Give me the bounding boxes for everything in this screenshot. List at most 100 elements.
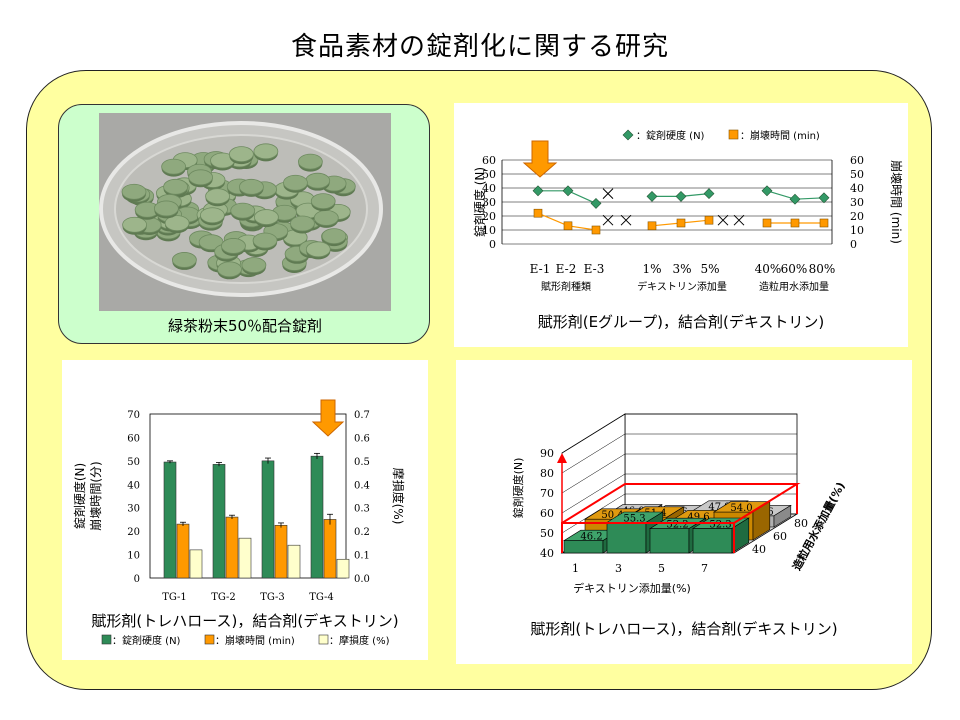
hardness-point — [562, 185, 574, 197]
tablet — [221, 238, 246, 256]
highlight-arrow — [522, 140, 558, 178]
tablet — [188, 169, 214, 188]
legend-friability-label: ：摩損度 (%) — [329, 634, 390, 647]
tablet-face — [313, 209, 339, 226]
gridline — [561, 453, 797, 494]
x-tick-label: 3 — [615, 562, 622, 575]
tablet — [254, 209, 279, 228]
y-axis-label: 錠剤硬度(N) — [511, 458, 525, 519]
tablet-face — [161, 158, 187, 175]
tablet — [241, 257, 267, 276]
legend-disintegration-label: ：崩壊時間 (min) — [740, 129, 820, 142]
x-tick-label: 1 — [572, 562, 579, 575]
tablet-face — [188, 169, 214, 186]
tablet — [210, 152, 235, 171]
back-wall — [624, 413, 798, 515]
x-axis-label: デキストリン添加量(%) — [573, 581, 691, 595]
tablet — [153, 200, 179, 219]
tablet — [122, 216, 147, 235]
tablet-face — [252, 232, 278, 249]
y-tick-label: 30 — [482, 196, 496, 209]
tablet-face — [239, 178, 264, 195]
x-tick-label: TG-4 — [309, 592, 334, 603]
tablet — [253, 143, 279, 162]
x-marker — [733, 214, 745, 226]
bar-front — [692, 528, 733, 554]
tablet-face — [217, 261, 242, 278]
y-tick-label: 10 — [127, 551, 140, 562]
y-tick-label: 40 — [540, 547, 554, 560]
tablet-face — [221, 238, 246, 254]
group-label: 造粒用水添加量 — [759, 280, 829, 293]
tablet — [282, 229, 308, 248]
y-tick-label: 70 — [540, 487, 554, 500]
data-label: 46.2 — [580, 532, 602, 543]
bar — [274, 524, 288, 579]
tablet — [321, 228, 347, 247]
legend-hardness-label: ：錠剤硬度 (N) — [112, 634, 181, 647]
disintegration-point — [790, 218, 800, 228]
x-marker — [620, 214, 632, 226]
bar — [336, 558, 350, 579]
y-tick-label: 60 — [482, 154, 496, 167]
tablet-face — [228, 146, 254, 163]
tablet-face — [254, 209, 279, 225]
legend-hardness-label: ：錠剤硬度 (N) — [636, 129, 705, 142]
hardness-point — [590, 197, 602, 209]
bar — [323, 519, 337, 579]
chart3-caption: 賦形剤(トレハロース)，結合剤(デキストリン) — [530, 620, 838, 638]
chart2-caption: 賦形剤(トレハロース)，結合剤(デキストリン) — [91, 612, 399, 630]
tablet — [163, 178, 188, 197]
y2-axis-label: 摩損度(%) — [391, 468, 406, 525]
hardness-point — [675, 190, 687, 202]
tablet — [283, 174, 308, 193]
tablet-photo-image — [99, 113, 391, 311]
y-tick-label: 50 — [482, 168, 496, 181]
y2-tick-label: 20 — [850, 210, 864, 223]
tablet-face — [253, 143, 279, 160]
tablet — [161, 158, 187, 177]
y2-tick-label: 0.5 — [354, 457, 370, 468]
hardness-point — [532, 185, 544, 197]
tablet — [305, 241, 331, 260]
x-tick-label: E-1 — [530, 262, 551, 276]
chart1-caption: 賦形剤(Eグループ)，結合剤(デキストリン) — [537, 313, 825, 331]
gridline — [561, 413, 797, 454]
tablet — [134, 201, 160, 220]
x-tick-label: 7 — [701, 562, 708, 575]
tablet — [164, 215, 190, 234]
chart3-panel: 40506070809046.045.647.945.650.451.449.6… — [456, 360, 912, 664]
tablet-face — [290, 215, 315, 232]
bar — [163, 461, 177, 579]
y2-tick-label: 0.0 — [354, 574, 370, 585]
x-marker — [602, 188, 614, 199]
y-tick-label: 20 — [482, 210, 496, 223]
chart2-panel: 0 0.0 10 0.1 20 0.2 30 0.3 40 0.4 50 0.5 60 0.6 70 0.7 T… — [62, 360, 428, 660]
tablet-face — [305, 172, 331, 189]
bar — [212, 464, 226, 579]
tablet — [230, 202, 256, 221]
y2-tick-label: 50 — [850, 168, 864, 181]
x-tick-label: E-2 — [556, 262, 577, 276]
y-tick-label: 30 — [127, 504, 140, 515]
bar — [225, 516, 239, 579]
tablet-face — [241, 257, 267, 273]
tablet-face — [321, 228, 347, 245]
disintegration-point — [533, 208, 543, 218]
data-label: 50.4 — [601, 510, 623, 521]
x-tick-label: 40% — [755, 262, 782, 276]
hardness-point — [818, 192, 830, 204]
data-label: 49.6 — [687, 512, 709, 523]
y-tick-label: 60 — [127, 433, 140, 444]
hardness-point — [789, 193, 801, 205]
y-tick-label: 10 — [482, 224, 496, 237]
y-tick-label: 20 — [127, 527, 140, 538]
photo-caption: 緑茶粉末50％配合錠剤 — [167, 317, 323, 335]
x-tick-label: 60% — [781, 262, 808, 276]
x-tick-label: TG-2 — [211, 592, 236, 603]
disintegration-point — [762, 218, 772, 228]
z-tick-label: 80 — [794, 517, 808, 530]
y-axis-label: 錠剤硬度 (N) — [472, 167, 487, 237]
gridline — [561, 493, 797, 534]
